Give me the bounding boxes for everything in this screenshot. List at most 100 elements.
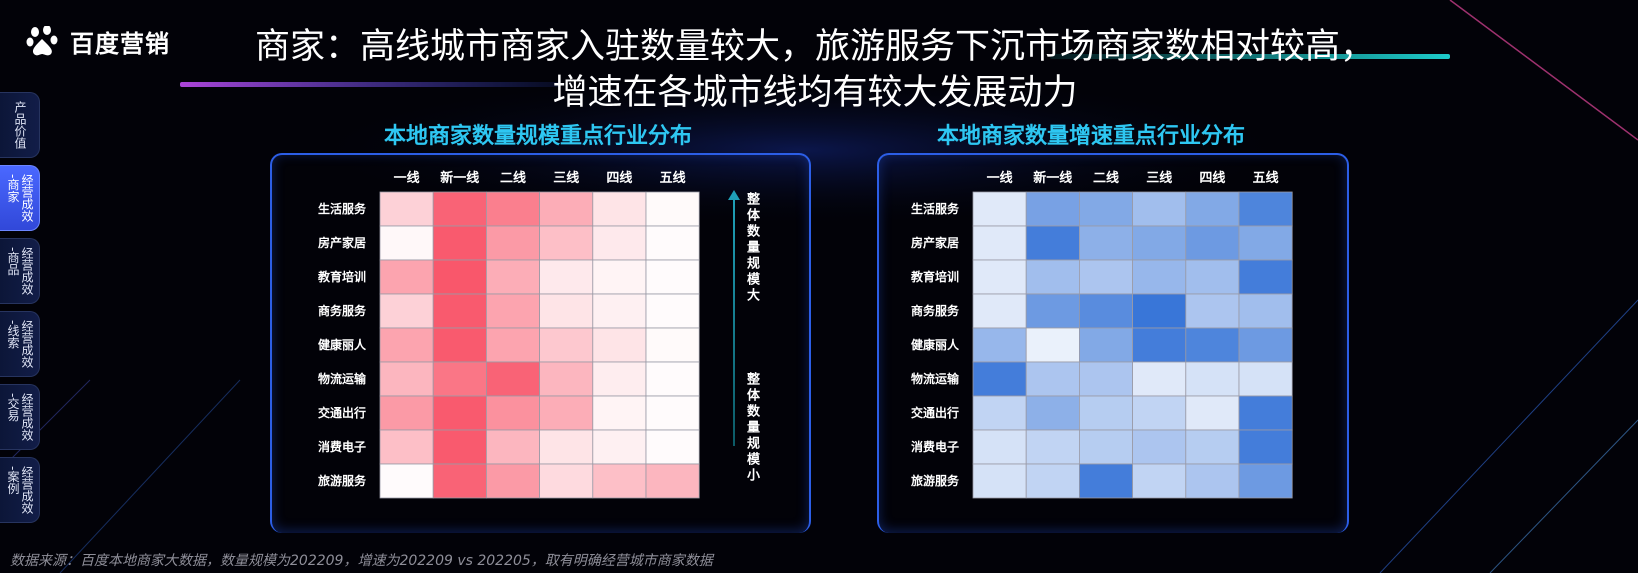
- growth-cell-r2-c6: [1238, 225, 1293, 261]
- growth-cell-r3-c4: [1132, 259, 1187, 295]
- side-nav-tab-label-main: 经营成效: [20, 174, 34, 222]
- side-nav-tab-5[interactable]: 经营成效 -交易: [0, 384, 40, 450]
- growth-cell-r2-c1: [972, 225, 1027, 261]
- growth-cell-r8-c4: [1132, 429, 1187, 465]
- growth-cell-r9-c3: [1078, 463, 1133, 499]
- growth-cell-r4-c1: [972, 293, 1027, 329]
- side-nav-tab-label-sub: -商品: [6, 247, 20, 276]
- side-nav-tab-label: 经营成效 -案例: [6, 466, 34, 514]
- growth-cell-r6-c6: [1238, 361, 1293, 397]
- scale-cell-r2-c6: [645, 225, 700, 261]
- scale-cell-r3-c4: [539, 259, 594, 295]
- growth-x-tick-2: 新一线: [1033, 170, 1072, 186]
- growth-y-tick-1: 生活服务: [911, 201, 960, 216]
- scale-cell-r5-c1: [379, 327, 434, 363]
- scale-y-tick-5: 健康丽人: [318, 337, 367, 352]
- growth-cell-r2-c3: [1078, 225, 1133, 261]
- scale-cell-r2-c2: [432, 225, 487, 261]
- growth-cell-r5-c3: [1078, 327, 1133, 363]
- scale-cell-r4-c5: [592, 293, 647, 329]
- scale-cell-r1-c1: [379, 191, 434, 227]
- growth-cell-r7-c4: [1132, 395, 1187, 431]
- scale-cell-r7-c3: [485, 395, 540, 431]
- growth-cell-r9-c6: [1238, 463, 1293, 499]
- scale-cell-r1-c4: [539, 191, 594, 227]
- scale-y-tick-3: 教育培训: [317, 269, 366, 284]
- growth-cell-r4-c6: [1238, 293, 1293, 329]
- growth-cell-r7-c5: [1185, 395, 1240, 431]
- growth-y-tick-8: 消费电子: [911, 439, 959, 454]
- growth-cell-r9-c2: [1025, 463, 1080, 499]
- growth-cell-r7-c2: [1025, 395, 1080, 431]
- scale-cell-r8-c2: [432, 429, 487, 465]
- side-nav-tab-label-sub: -交易: [6, 393, 20, 422]
- scale-cell-r7-c4: [539, 395, 594, 431]
- side-nav-tab-label: 经营成效 -交易: [6, 393, 34, 441]
- scale-cell-r2-c5: [592, 225, 647, 261]
- growth-cell-r8-c5: [1185, 429, 1240, 465]
- side-nav-tab-4[interactable]: 经营成效 -线索: [0, 311, 40, 377]
- growth-cell-r3-c3: [1078, 259, 1133, 295]
- growth-cell-r7-c3: [1078, 395, 1133, 431]
- growth-cell-r7-c1: [972, 395, 1027, 431]
- scale-y-tick-7: 交通出行: [318, 405, 366, 420]
- growth-cell-r1-c1: [972, 191, 1027, 227]
- side-nav-tab-label: 经营成效 -线索: [6, 320, 34, 368]
- scale-cell-r7-c1: [379, 395, 434, 431]
- side-nav-tab-3[interactable]: 经营成效 -商品: [0, 238, 40, 304]
- scale-cell-r1-c6: [645, 191, 700, 227]
- scale-arrow: [733, 196, 735, 446]
- scale-cell-r4-c4: [539, 293, 594, 329]
- growth-cell-r4-c3: [1078, 293, 1133, 329]
- growth-cell-r5-c2: [1025, 327, 1080, 363]
- page-title: 商家：高线城市商家入驻数量较大，旅游服务下沉市场商家数相对较高， 增速在各城市线…: [200, 24, 1430, 116]
- scale-cell-r3-c2: [432, 259, 487, 295]
- growth-cell-r1-c4: [1132, 191, 1187, 227]
- side-nav: 产品价值 经营成效 -商家 经营成效 -商品 经营成效 -线索 经营成效 -交易 经营成效 -案例: [0, 92, 42, 530]
- scale-cell-r5-c5: [592, 327, 647, 363]
- side-nav-tab-1[interactable]: 产品价值: [0, 92, 40, 158]
- scale-cell-r5-c2: [432, 327, 487, 363]
- scale-cell-r8-c3: [485, 429, 540, 465]
- growth-cell-r9-c5: [1185, 463, 1240, 499]
- scale-cell-r6-c2: [432, 361, 487, 397]
- scale-cell-r7-c5: [592, 395, 647, 431]
- growth-y-tick-9: 旅游服务: [911, 473, 960, 488]
- scale-cell-r5-c3: [485, 327, 540, 363]
- scale-x-tick-6: 五线: [660, 170, 686, 186]
- scale-cell-r3-c3: [485, 259, 540, 295]
- growth-y-tick-6: 物流运输: [911, 371, 960, 386]
- scale-cell-r4-c3: [485, 293, 540, 329]
- growth-cell-r7-c6: [1238, 395, 1293, 431]
- scale-cell-r9-c4: [539, 463, 594, 499]
- growth-cell-r5-c1: [972, 327, 1027, 363]
- growth-x-tick-5: 四线: [1199, 170, 1225, 186]
- side-nav-tab-2[interactable]: 经营成效 -商家: [0, 165, 40, 231]
- scale-y-tick-2: 房产家居: [318, 235, 366, 250]
- scale-cell-r6-c3: [485, 361, 540, 397]
- scale-cell-r2-c4: [539, 225, 594, 261]
- scale-y-tick-4: 商务服务: [318, 303, 367, 318]
- page-title-line2: 增速在各城市线均有较大发展动力: [552, 73, 1078, 113]
- growth-cell-r3-c1: [972, 259, 1027, 295]
- growth-cell-r8-c2: [1025, 429, 1080, 465]
- scale-cell-r7-c2: [432, 395, 487, 431]
- growth-cell-r4-c2: [1025, 293, 1080, 329]
- growth-cell-r6-c3: [1078, 361, 1133, 397]
- growth-cell-r4-c4: [1132, 293, 1187, 329]
- growth-cell-r6-c1: [972, 361, 1027, 397]
- scale-label-bottom: 整体数量规模小: [744, 372, 759, 484]
- scale-x-tick-4: 三线: [553, 170, 579, 186]
- growth-x-tick-3: 二线: [1093, 170, 1119, 186]
- side-nav-tab-label: 经营成效 -商品: [6, 247, 34, 295]
- growth-cell-r1-c2: [1025, 191, 1080, 227]
- side-nav-tab-6[interactable]: 经营成效 -案例: [0, 457, 40, 523]
- scale-cell-r8-c1: [379, 429, 434, 465]
- scale-cell-r2-c1: [379, 225, 434, 261]
- side-nav-tab-label-sub: -商家: [6, 174, 20, 203]
- growth-cell-r5-c4: [1132, 327, 1187, 363]
- scale-y-tick-1: 生活服务: [318, 201, 367, 216]
- growth-cell-r4-c5: [1185, 293, 1240, 329]
- scale-label-top: 整体数量规模大: [744, 192, 759, 304]
